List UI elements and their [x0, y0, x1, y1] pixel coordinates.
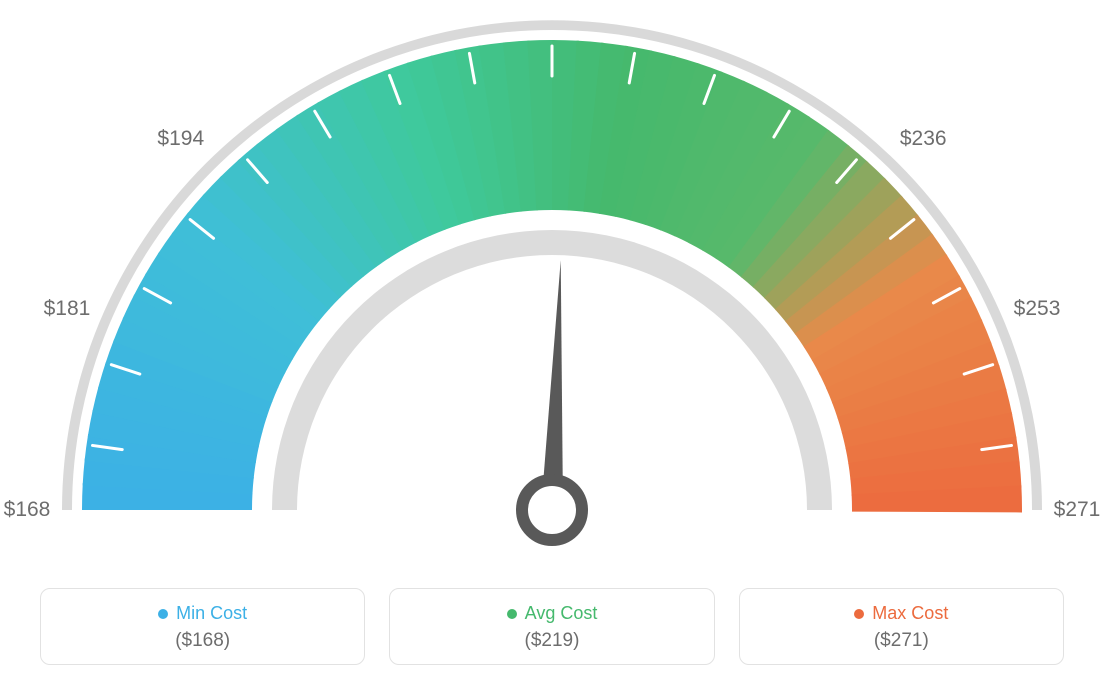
- legend-card-max: Max Cost ($271): [739, 588, 1064, 665]
- gauge-tick-label: $181: [44, 297, 91, 321]
- gauge-svg: [0, 0, 1104, 560]
- legend-text-min: Min Cost: [176, 603, 247, 624]
- legend-text-avg: Avg Cost: [525, 603, 598, 624]
- gauge-tick-label: $253: [1014, 297, 1061, 321]
- dot-icon: [158, 609, 168, 619]
- legend-value-max: ($271): [740, 630, 1063, 652]
- cost-gauge-chart: $168$181$194$219$236$253$271: [0, 0, 1104, 560]
- dot-icon: [507, 609, 517, 619]
- gauge-tick-label: $194: [157, 127, 204, 151]
- legend-row: Min Cost ($168) Avg Cost ($219) Max Cost…: [0, 588, 1104, 665]
- legend-label-max: Max Cost: [854, 603, 948, 624]
- gauge-tick-label: $236: [900, 127, 947, 151]
- legend-label-avg: Avg Cost: [507, 603, 598, 624]
- gauge-tick-label: $271: [1054, 498, 1101, 522]
- legend-card-avg: Avg Cost ($219): [389, 588, 714, 665]
- dot-icon: [854, 609, 864, 619]
- legend-value-avg: ($219): [390, 630, 713, 652]
- legend-text-max: Max Cost: [872, 603, 948, 624]
- legend-label-min: Min Cost: [158, 603, 247, 624]
- legend-value-min: ($168): [41, 630, 364, 652]
- legend-card-min: Min Cost ($168): [40, 588, 365, 665]
- gauge-tick-label: $168: [4, 498, 51, 522]
